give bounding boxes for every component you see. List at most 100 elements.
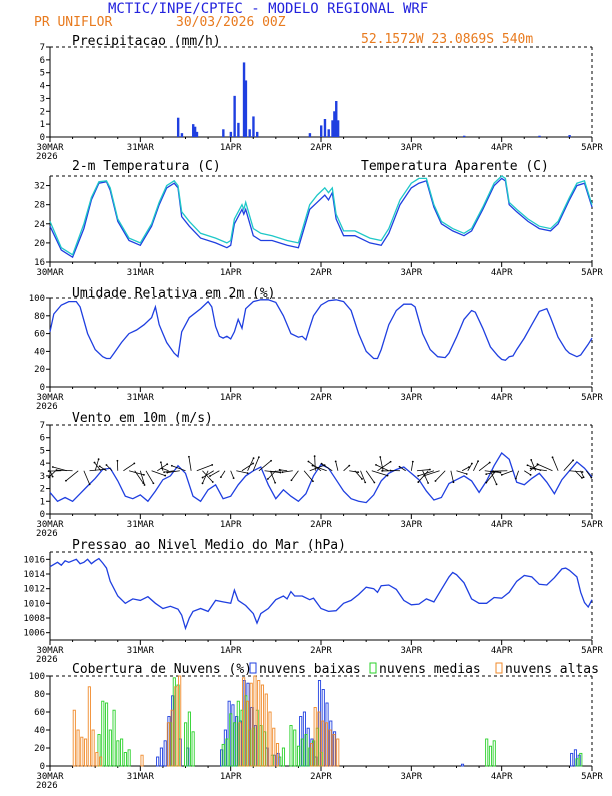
wind-arrow — [123, 463, 134, 470]
cloud-bar — [322, 721, 324, 766]
wind-arrow — [146, 471, 153, 483]
wind-arrow-head — [348, 465, 350, 467]
x-tick-label: 31MAR — [127, 772, 155, 782]
y-tick-label: 0 — [40, 762, 45, 772]
cloud-bar — [276, 744, 278, 767]
panel-title: Precipitacao (mm/h) — [72, 34, 221, 49]
wind-arrow-head — [56, 469, 58, 471]
wind-arrow-head — [258, 456, 260, 458]
wind-arrow — [502, 471, 513, 475]
y-tick-label: 1010 — [23, 599, 45, 609]
cloud-bar — [102, 701, 104, 766]
legend-nuvens-medias: nuvens medias — [379, 662, 481, 677]
x-tick-label: 4APR — [491, 143, 513, 153]
wind-arrow-head — [581, 477, 583, 479]
wind-arrow — [221, 471, 225, 477]
y-tick-label: 100 — [29, 294, 45, 304]
wind-arrow-head — [52, 476, 54, 478]
y-tick-label: 3 — [40, 472, 45, 482]
x-tick-label: 2APR — [310, 772, 332, 782]
wind-arrow-head — [152, 482, 154, 484]
wind-arrow-head — [485, 482, 487, 484]
x-tick-label: 1APR — [220, 772, 242, 782]
x-tick-label: 2APR — [310, 520, 332, 530]
wind-arrow-head — [202, 482, 204, 484]
cloud-bar — [269, 712, 271, 766]
wind-arrow-head — [501, 474, 503, 476]
x-year-label: 2026 — [36, 529, 58, 539]
precip-bar — [181, 133, 183, 137]
wind-arrow-head — [308, 461, 310, 463]
y-tick-label: 6 — [40, 56, 45, 66]
cloud-bar — [192, 732, 194, 766]
y-tick-label: 16 — [34, 258, 45, 268]
wind-arrow-head — [390, 461, 392, 463]
wind-arrow — [435, 471, 445, 481]
wind-arrow — [457, 471, 467, 474]
wind-arrow-head — [143, 474, 145, 476]
cloud-bar — [489, 746, 491, 766]
wind-arrow-head — [552, 456, 554, 458]
y-tick-label: 2 — [40, 485, 45, 495]
cloud-bar — [179, 676, 181, 766]
wind-arrow — [516, 471, 519, 479]
wind-arrow-head — [530, 474, 532, 476]
precip-bar — [337, 120, 339, 137]
y-tick-label: 5 — [40, 446, 45, 456]
wind-arrow-head — [202, 477, 204, 479]
wind-arrow-head — [381, 470, 383, 472]
precip-bar — [256, 132, 258, 137]
cloud-bar — [258, 681, 260, 767]
cloud-bar — [571, 753, 573, 766]
x-tick-label: 1APR — [220, 393, 242, 403]
precip-bar — [230, 132, 232, 137]
wind-arrow-head — [471, 463, 473, 465]
wind-arrow — [411, 462, 412, 471]
cloud-bar — [329, 730, 331, 766]
wind-arrow-head — [211, 464, 213, 466]
y-tick-label: 60 — [34, 330, 45, 340]
wind-arrow-head — [515, 478, 517, 480]
precip-bar — [538, 136, 540, 137]
cloud-bar — [294, 730, 296, 766]
wind-arrow — [531, 468, 547, 470]
wind-arrow-head — [314, 455, 316, 457]
wind-arrow-head — [364, 481, 366, 483]
y-tick-label: 20 — [34, 365, 45, 375]
cloud-bar — [243, 678, 245, 766]
wind-arrow — [242, 463, 253, 470]
y-tick-label: 0 — [40, 383, 45, 393]
wind-arrow-head — [312, 465, 314, 467]
cloud-bar — [188, 712, 190, 766]
cloud-bar — [77, 730, 79, 766]
cloud-bar — [164, 741, 166, 766]
x-tick-label: 3APR — [400, 772, 422, 782]
x-tick-label: 5APR — [581, 772, 603, 782]
wind-arrow — [366, 471, 374, 483]
precip-bar — [320, 125, 322, 137]
cloud-bar — [337, 739, 339, 766]
wind-arrow — [140, 471, 144, 485]
wind-arrow-head — [496, 483, 498, 485]
x-tick-label: 3APR — [400, 520, 422, 530]
precip-bar — [233, 96, 235, 137]
panel-title: Cobertura de Nuvens (%) — [72, 662, 252, 677]
wind-arrow-head — [466, 473, 468, 475]
cloud-bar — [84, 739, 86, 766]
x-tick-label: 3APR — [400, 268, 422, 278]
legend-nuvens-baixas: nuvens baixas — [259, 662, 361, 677]
y-tick-label: 2 — [40, 107, 45, 117]
x-tick-label: 1APR — [220, 646, 242, 656]
wind-arrow — [553, 457, 559, 470]
wind-arrow-head — [399, 466, 401, 468]
x-tick-label: 2APR — [310, 393, 332, 403]
legend-nuvens-altas: nuvens altas — [505, 662, 599, 677]
precip-bar — [196, 132, 198, 137]
y-tick-label: 1006 — [23, 629, 45, 639]
wind-arrow — [95, 459, 98, 471]
cloud-bar — [233, 723, 235, 766]
cloud-bar — [160, 748, 162, 766]
